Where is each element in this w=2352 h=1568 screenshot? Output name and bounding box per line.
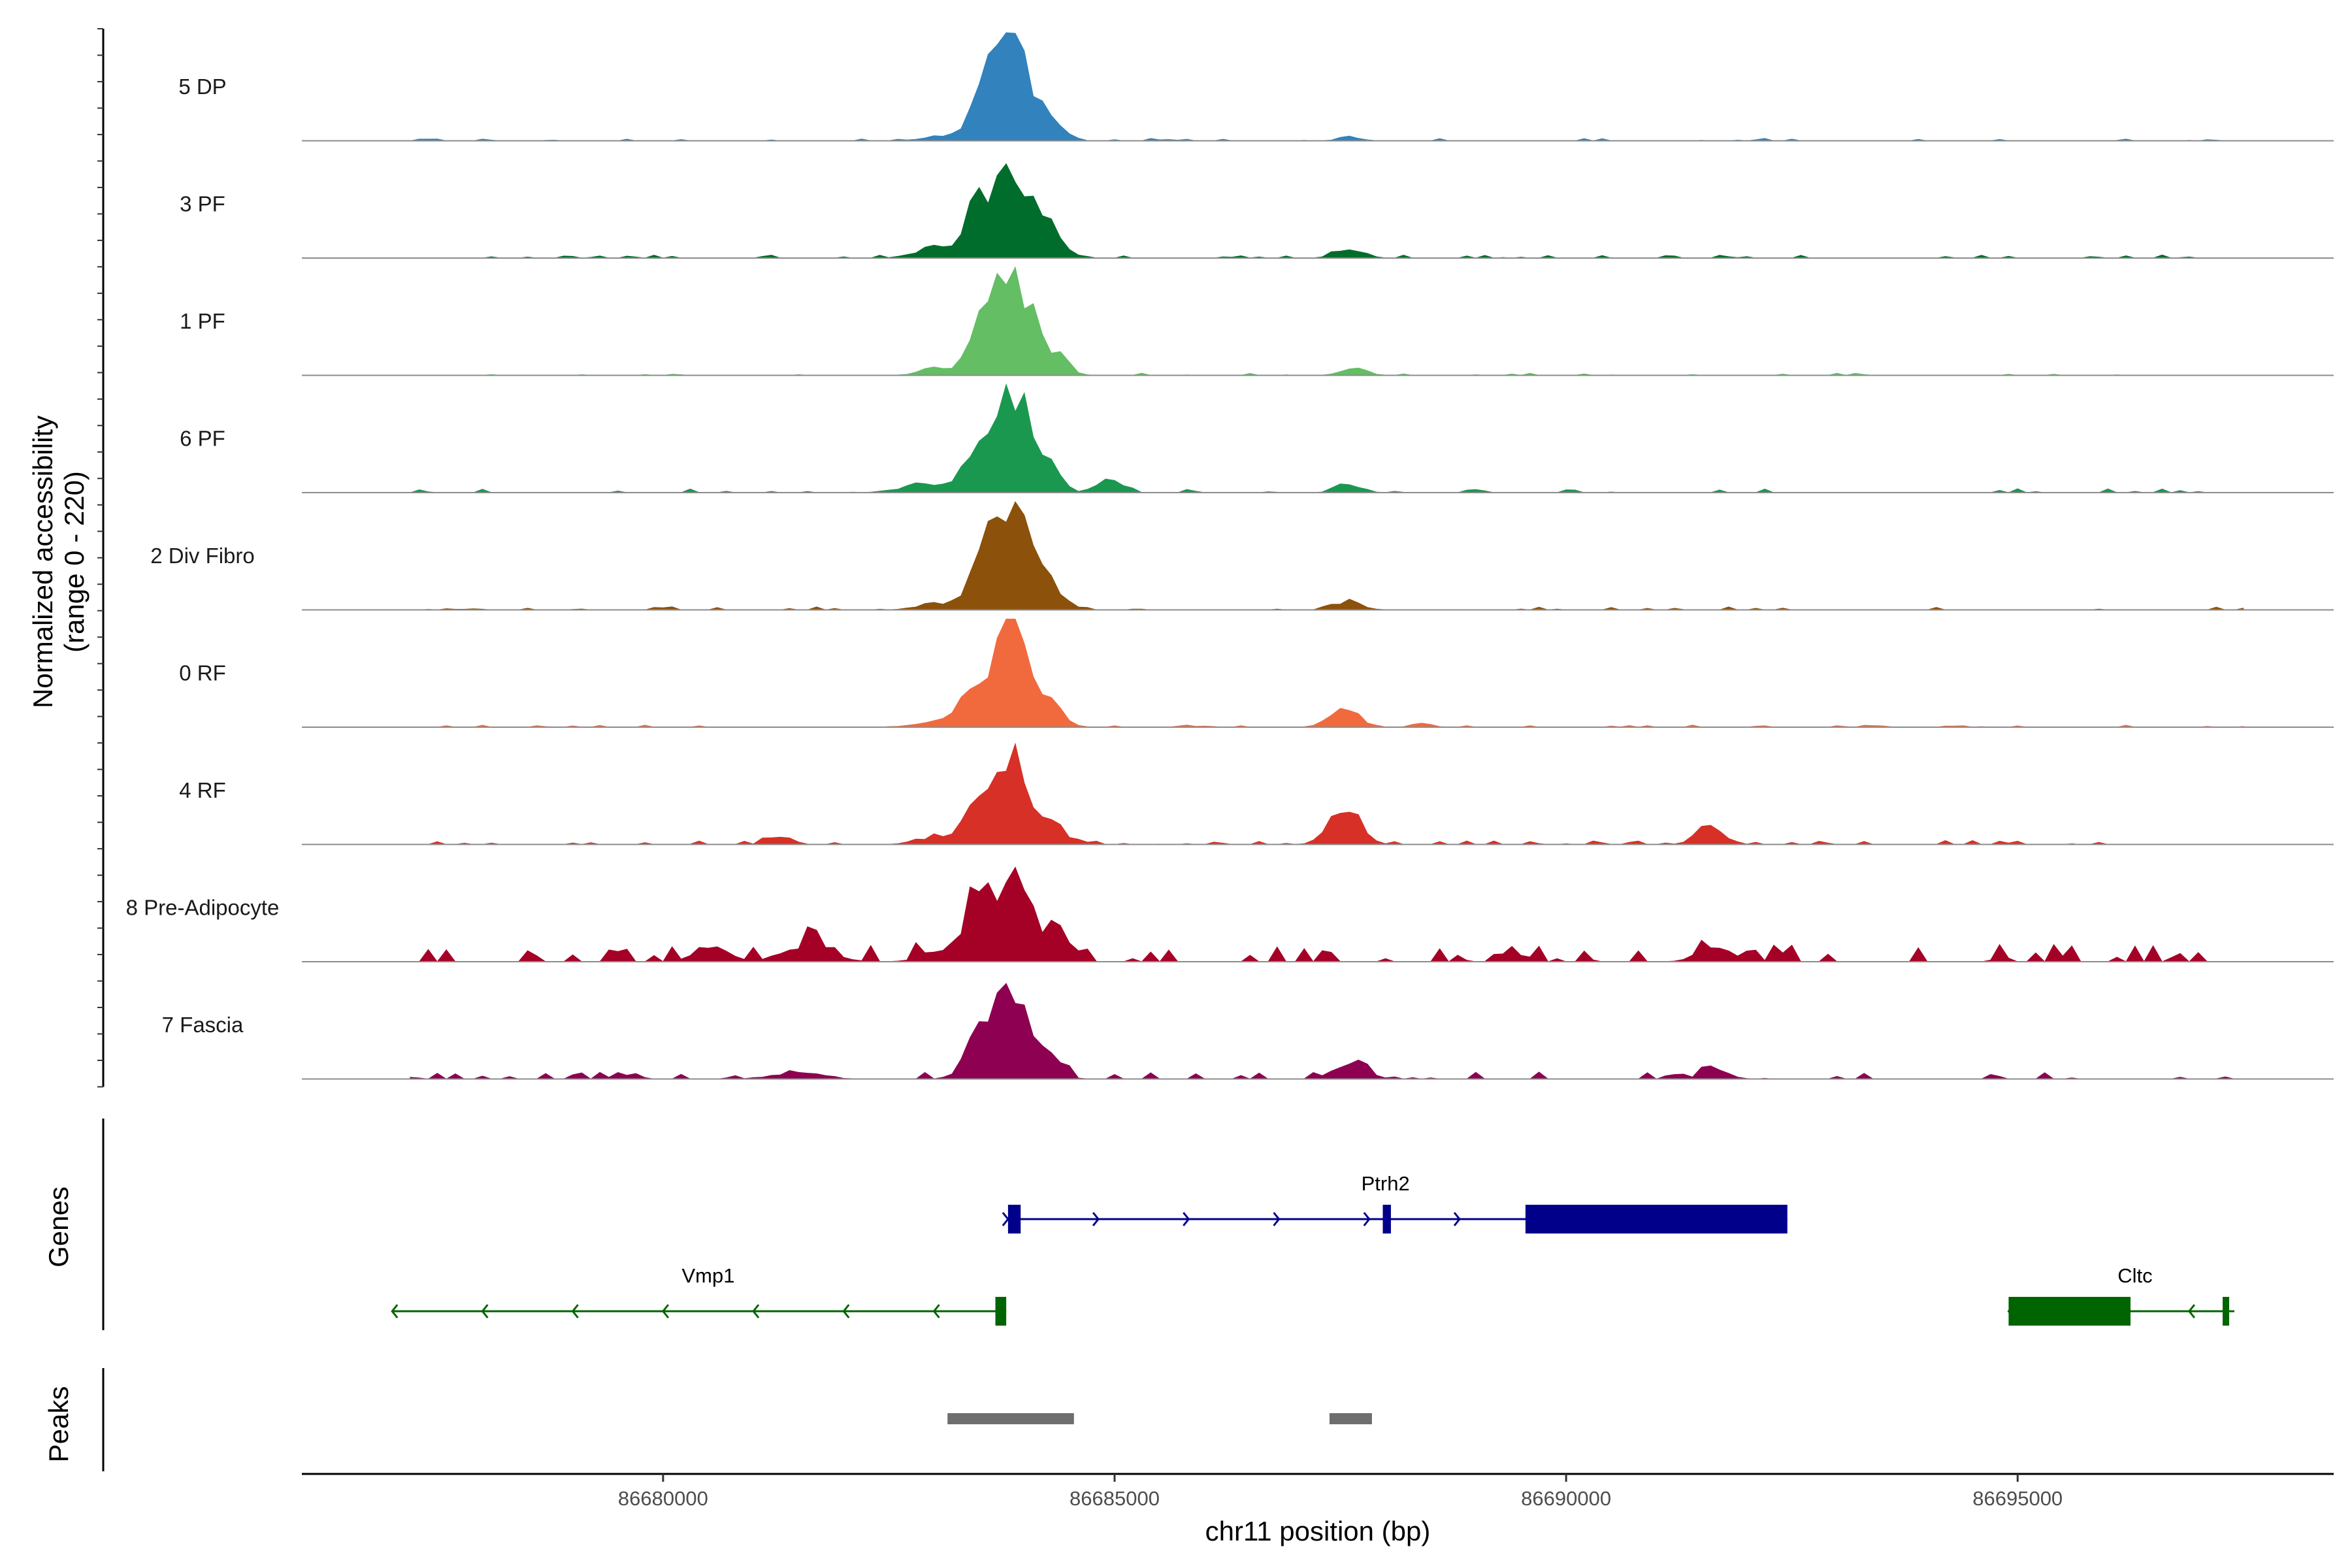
coverage-area [410, 32, 2244, 142]
track-label: 4 RF [179, 778, 226, 802]
track-label: 6 PF [180, 426, 225, 450]
gene-ptrh2: Ptrh2 [1002, 1172, 1788, 1233]
strand-arrow [1183, 1212, 1190, 1226]
gene-exon [1007, 1205, 1021, 1233]
coverage-area [410, 983, 2244, 1080]
strand-arrow [2187, 1304, 2196, 1318]
track-8-pre-adipocyte: 8 Pre-Adipocyte [126, 866, 2334, 963]
coverage-area [410, 866, 2244, 963]
strand-arrow [1092, 1212, 1100, 1226]
coverage-tracks: 5 DP 3 PF 1 PF 6 PF 2 Div Fibro 0 RF 4 RF 8 Pre… [126, 32, 2334, 1080]
track-4-rf: 4 RF [179, 742, 2334, 845]
x-tick-label: 86685000 [1070, 1487, 1160, 1510]
x-tick-label: 86680000 [618, 1487, 708, 1510]
track-3-pf: 3 PF [180, 163, 2334, 259]
gene-cltc: Cltc [2007, 1264, 2234, 1326]
track-label: 2 Div Fibro [150, 544, 255, 568]
track-6-pf: 6 PF [180, 383, 2334, 493]
strand-arrow [481, 1304, 489, 1318]
gene-name-label: Cltc [2117, 1264, 2152, 1287]
coverage-area [410, 163, 2244, 259]
coverage-area [410, 500, 2244, 611]
x-axis-title: chr11 position (bp) [1205, 1516, 1431, 1546]
x-tick-label: 86690000 [1521, 1487, 1611, 1510]
strand-arrow [661, 1304, 670, 1318]
strand-arrow [752, 1304, 760, 1318]
gene-vmp1: Vmp1 [391, 1264, 1007, 1326]
track-2-div-fibro: 2 Div Fibro [150, 500, 2334, 611]
track-1-pf: 1 PF [180, 266, 2334, 376]
track-label: 7 Fascia [162, 1013, 244, 1037]
gene-name-label: Vmp1 [682, 1264, 735, 1287]
track-label: 1 PF [180, 309, 225, 333]
track-label: 5 DP [178, 74, 226, 99]
strand-arrow [1002, 1212, 1009, 1226]
coverage-area [410, 742, 2244, 845]
y-axis-title-line1: Normalized accessibility [27, 416, 58, 708]
x-axis: 86680000 86685000 86690000 86695000 [97, 28, 2334, 1510]
gene-exon [1525, 1205, 1788, 1233]
coverage-area [410, 383, 2244, 493]
gene-name-label: Ptrh2 [1362, 1172, 1410, 1195]
strand-arrow [391, 1304, 399, 1318]
strand-arrow [1273, 1212, 1281, 1226]
strand-arrow [842, 1304, 850, 1318]
gene-annotation-track: Ptrh2 Vmp1 Cltc [391, 1172, 2234, 1326]
coverage-area [410, 266, 2244, 376]
track-label: 0 RF [179, 661, 226, 685]
peak-region [1329, 1413, 1372, 1424]
track-0-rf: 0 RF [179, 619, 2334, 728]
strand-arrow [932, 1304, 940, 1318]
track-5-dp: 5 DP [178, 32, 2334, 142]
peaks-track-title: Peaks [43, 1386, 74, 1463]
strand-arrow [1453, 1212, 1461, 1226]
strand-arrow [571, 1304, 579, 1318]
strand-arrow [1363, 1212, 1371, 1226]
track-label: 3 PF [180, 191, 225, 216]
gene-exon [1382, 1205, 1391, 1233]
coverage-area [410, 619, 2244, 728]
peak-region [947, 1413, 1074, 1424]
track-7-fascia: 7 Fascia [162, 983, 2334, 1080]
track-label: 8 Pre-Adipocyte [126, 895, 280, 919]
x-tick-label: 86695000 [1972, 1487, 2063, 1510]
peak-annotation-track [947, 1413, 1372, 1424]
gene-exon [995, 1297, 1007, 1326]
gene-exon [2008, 1297, 2131, 1326]
y-axis-title-line2: (range 0 - 220) [59, 471, 90, 653]
genes-track-title: Genes [43, 1186, 74, 1267]
gene-exon [2222, 1297, 2229, 1326]
